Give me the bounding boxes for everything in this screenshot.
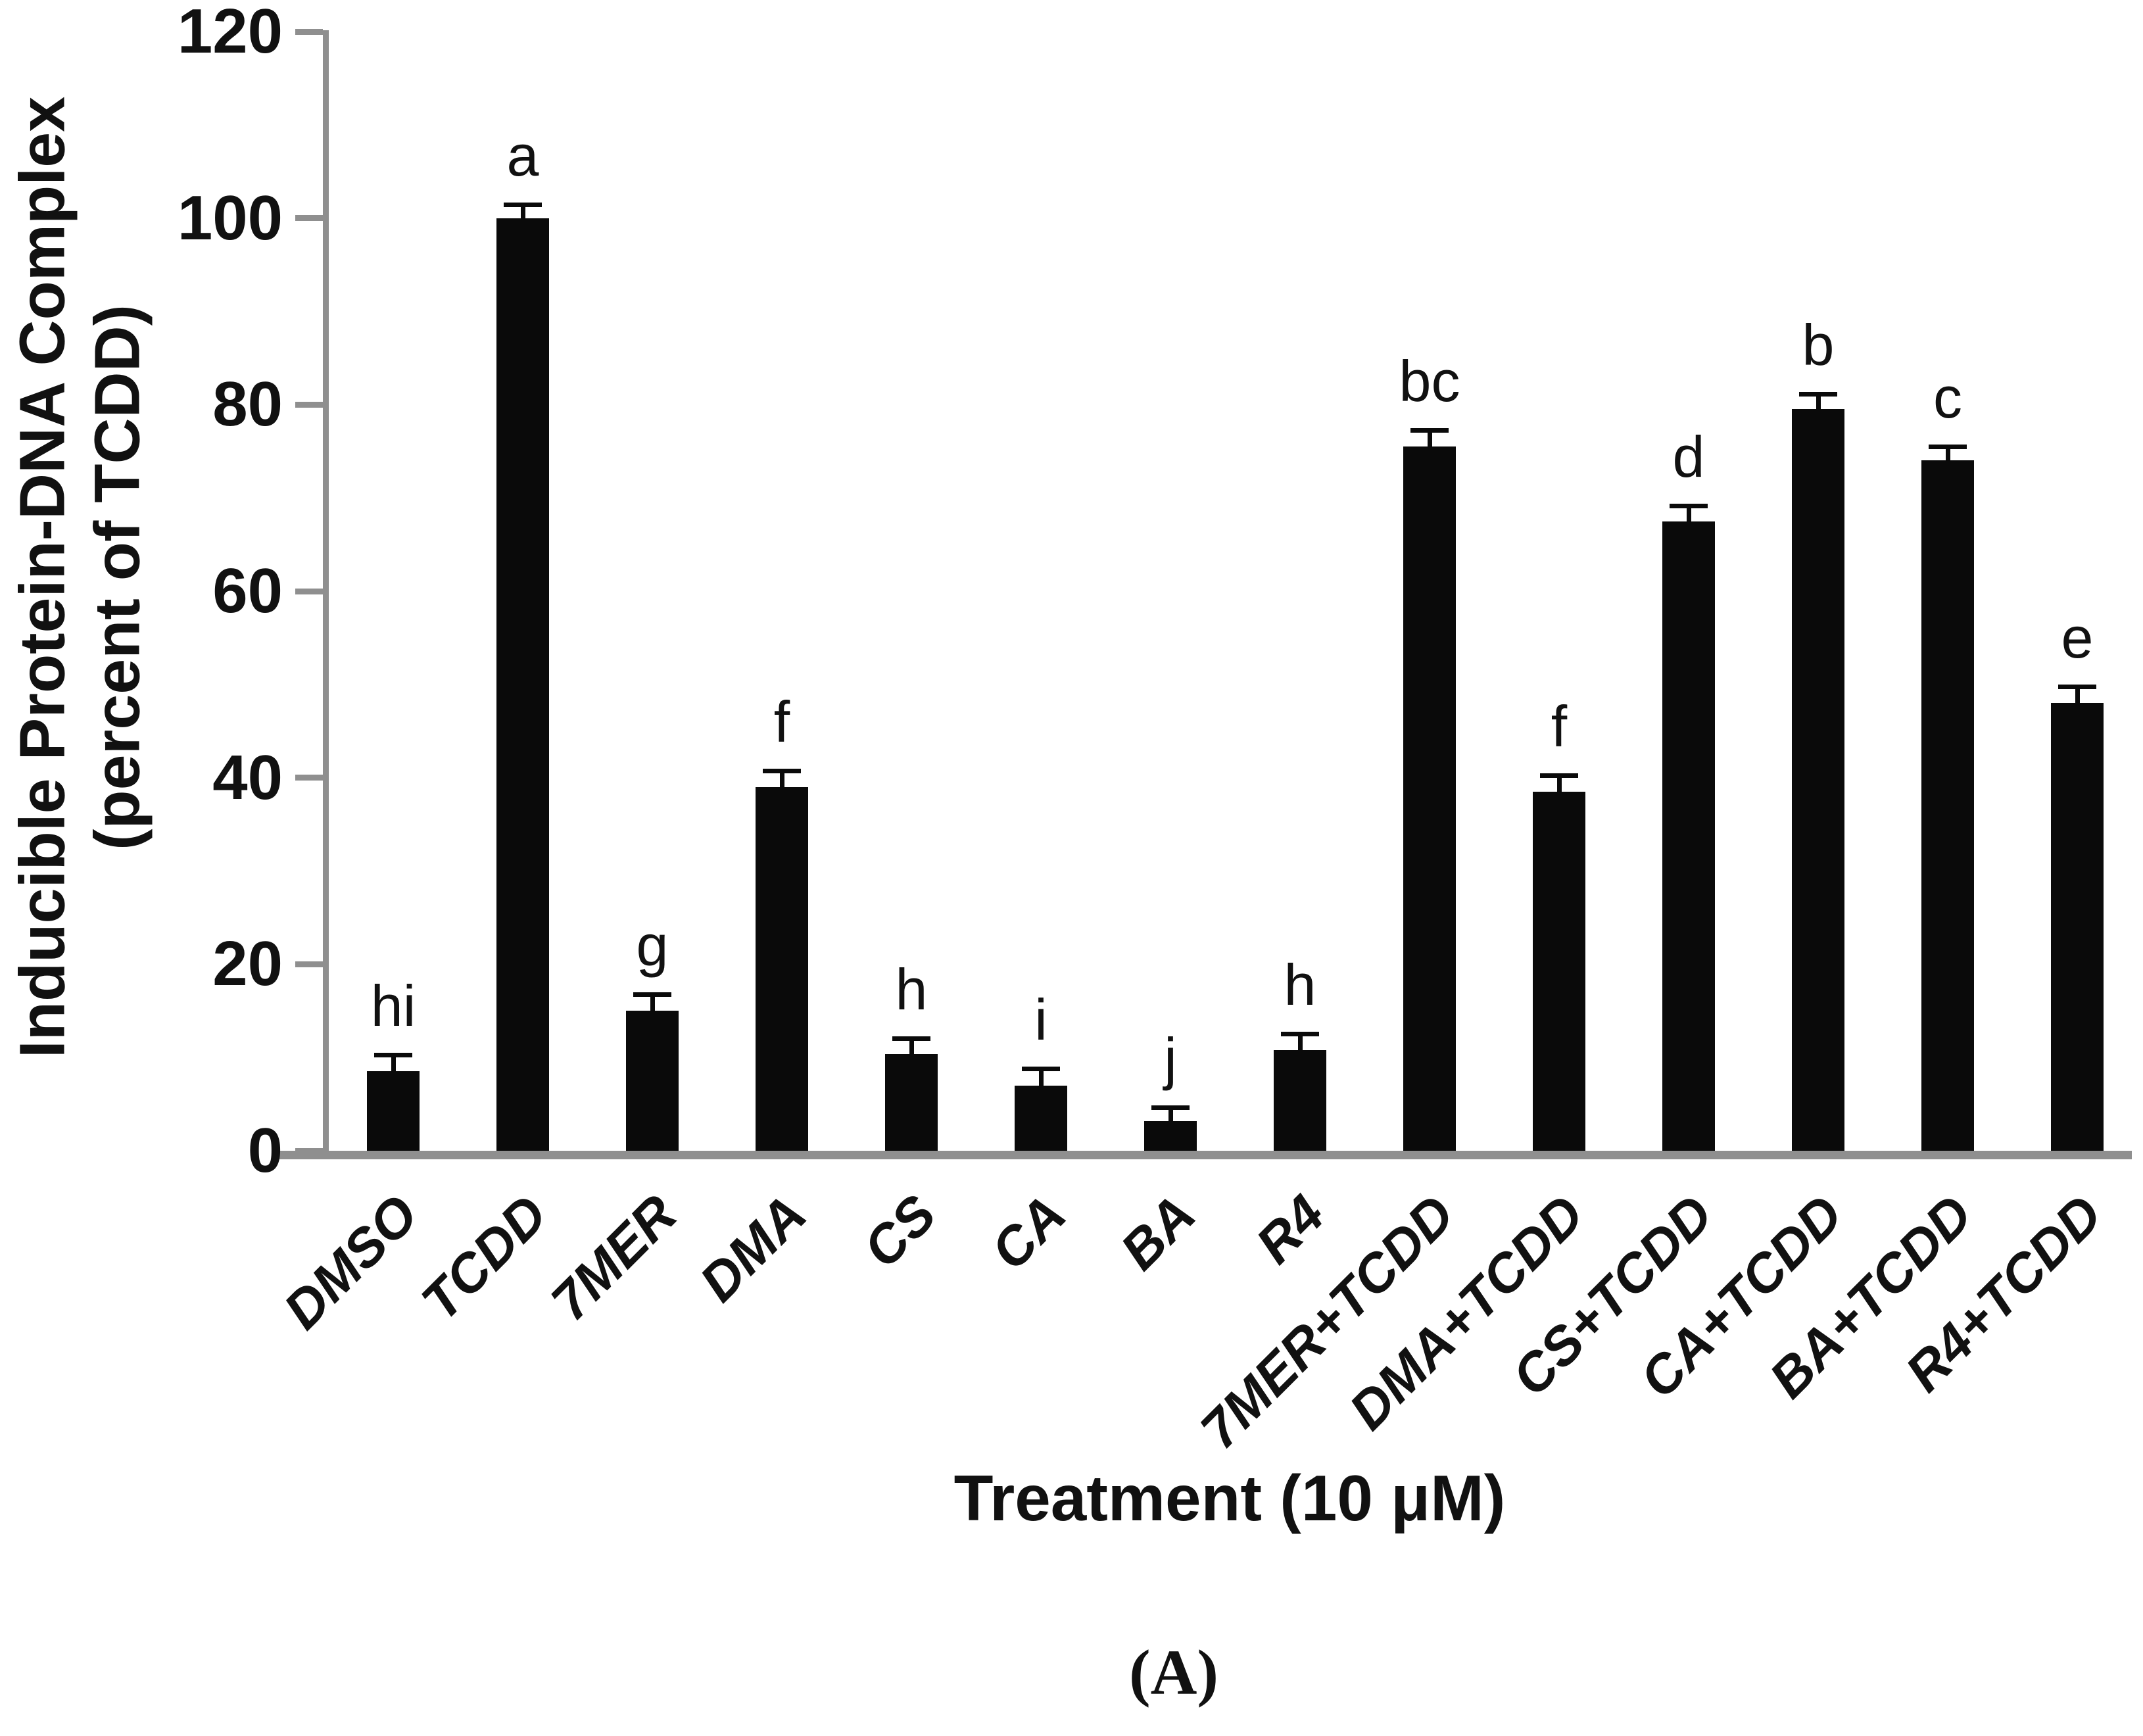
error-bar-cap — [1410, 427, 1449, 433]
significance-letter: i — [1034, 987, 1047, 1053]
error-bar-cap — [374, 1053, 412, 1058]
error-bar-stem — [779, 773, 784, 788]
error-bar-cap — [1929, 445, 1967, 450]
error-bar-stem — [2075, 688, 2080, 705]
bar — [1403, 446, 1456, 1151]
y-tick-mark — [295, 28, 323, 35]
y-tick-mark — [295, 588, 323, 594]
error-bar-stem — [909, 1040, 914, 1055]
error-bar-cap — [1540, 773, 1578, 778]
y-tick-mark — [295, 961, 323, 967]
y-tick-mark — [295, 1147, 323, 1154]
significance-letter: bc — [1399, 348, 1460, 414]
error-bar-cap — [504, 202, 542, 207]
bar — [1792, 409, 1844, 1151]
significance-letter: g — [636, 912, 669, 978]
significance-letter: e — [2061, 604, 2094, 670]
bar — [367, 1071, 420, 1151]
x-tick-label: DMSO — [272, 1184, 429, 1341]
panel-caption: (A) — [1128, 1637, 1219, 1708]
error-bar-stem — [1816, 396, 1821, 411]
bar — [1015, 1085, 1067, 1151]
significance-letter: hi — [370, 973, 416, 1039]
error-bar-cap — [763, 768, 801, 773]
y-tick-label: 120 — [177, 0, 283, 66]
significance-letter: h — [1284, 952, 1316, 1017]
plot-area: 0 20 40 60 80 100 120 hi DMSO a TCDD g 7MER f DMA h CS i C… — [178, 0, 2132, 1460]
bar — [1533, 791, 1585, 1151]
y-tick-mark — [295, 401, 323, 408]
x-tick-label: 7MER — [540, 1184, 688, 1332]
bar — [496, 218, 549, 1151]
error-bar-stem — [391, 1057, 396, 1073]
significance-letter: a — [506, 122, 539, 188]
x-tick-label: CA — [979, 1184, 1077, 1282]
x-tick-label: DMA — [688, 1184, 818, 1313]
x-tick-label: R4 — [1245, 1184, 1336, 1275]
bar — [1274, 1049, 1326, 1151]
error-bar-stem — [1686, 508, 1691, 523]
x-axis-title: Treatment (10 μM) — [953, 1462, 1506, 1534]
y-tick-mark — [295, 775, 323, 781]
error-bar-cap — [1281, 1031, 1319, 1036]
error-bar-stem — [1038, 1071, 1044, 1087]
error-bar-stem — [1297, 1036, 1303, 1051]
significance-letter: j — [1164, 1025, 1177, 1091]
error-bar-cap — [633, 992, 671, 997]
significance-letter: h — [895, 956, 928, 1022]
error-bar-cap — [892, 1036, 930, 1041]
error-bar-cap — [1670, 503, 1708, 508]
bar — [1144, 1121, 1197, 1151]
error-bar-stem — [520, 206, 525, 220]
y-tick-label: 100 — [177, 182, 283, 253]
y-axis-line — [323, 30, 329, 1155]
bar — [1921, 460, 1974, 1151]
y-tick-label: 80 — [212, 369, 283, 440]
error-bar-cap — [1799, 391, 1837, 397]
x-tick-label: CS — [852, 1184, 948, 1280]
y-axis-title-line1: Inducible Protein-DNA Complex — [6, 96, 78, 1059]
error-bar-stem — [1945, 449, 1950, 462]
x-tick-label: BA — [1109, 1184, 1207, 1282]
error-bar-stem — [1168, 1109, 1173, 1122]
significance-letter: d — [1672, 423, 1705, 489]
error-bar-cap — [1151, 1105, 1190, 1110]
error-bar-cap — [1022, 1067, 1060, 1072]
bar — [2051, 703, 2104, 1151]
y-tick-label: 60 — [212, 556, 283, 626]
y-tick-label: 20 — [212, 928, 283, 1000]
error-bar-stem — [1556, 777, 1562, 793]
bar — [756, 786, 808, 1151]
x-axis-line — [277, 1151, 2132, 1159]
significance-letter: c — [1933, 365, 1962, 431]
significance-letter: f — [1551, 693, 1568, 759]
bar — [885, 1053, 938, 1151]
y-tick-label: 40 — [212, 742, 283, 813]
bar — [1662, 521, 1715, 1151]
error-bar-stem — [650, 996, 655, 1013]
error-bar-cap — [2058, 684, 2096, 689]
x-tick-label: TCDD — [410, 1184, 559, 1332]
significance-letter: f — [773, 688, 790, 754]
y-tick-label: 0 — [247, 1115, 283, 1186]
bar — [626, 1011, 679, 1151]
significance-letter: b — [1802, 312, 1835, 377]
y-tick-mark — [295, 215, 323, 222]
error-bar-stem — [1427, 432, 1432, 448]
